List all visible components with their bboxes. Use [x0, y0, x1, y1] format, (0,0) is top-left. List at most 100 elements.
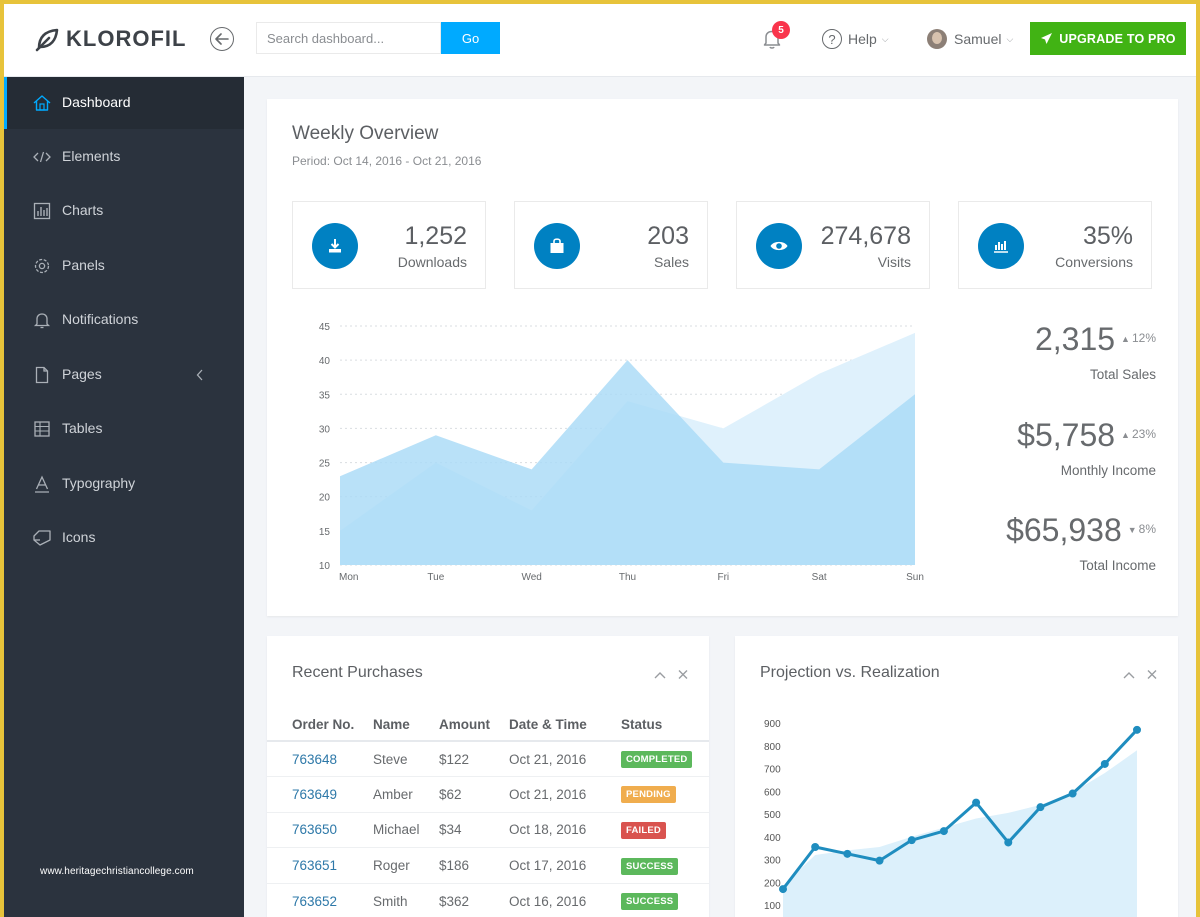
stat-change: ▲ 12% — [1121, 331, 1156, 345]
brand-logo[interactable]: KLOROFIL — [34, 24, 186, 54]
sidebar-item-dashboard[interactable]: Dashboard — [4, 77, 244, 129]
chevron-down-icon: ⌵ — [1006, 33, 1014, 44]
close-icon[interactable] — [1146, 667, 1158, 683]
order-link[interactable]: 763649 — [292, 786, 338, 802]
metric-sales: 203 Sales — [514, 201, 708, 289]
user-name: Samuel — [954, 31, 1002, 47]
search-go-button[interactable]: Go — [441, 22, 500, 54]
x-tick-label: Thu — [619, 572, 636, 583]
metric-visits: 274,678 Visits — [736, 201, 930, 289]
table-row: 763651 Roger $186 Oct 17, 2016 SUCCESS — [267, 847, 709, 884]
y-tick-label: 10 — [319, 561, 331, 572]
column-header: Amount — [439, 709, 509, 742]
order-date: Oct 17, 2016 — [509, 847, 621, 884]
data-point — [1068, 789, 1077, 798]
metric-value: 1,252 — [404, 222, 467, 250]
column-header: Status — [621, 709, 709, 742]
cog-icon — [34, 258, 50, 274]
stat-value: $65,938 — [1006, 512, 1122, 548]
x-tick-label: Sun — [906, 572, 924, 583]
metric-downloads: 1,252 Downloads — [292, 201, 486, 289]
metric-value: 35% — [1082, 222, 1133, 250]
caret-down-icon: ▼ — [1127, 525, 1137, 535]
table-row: 763650 Michael $34 Oct 18, 2016 FAILED — [267, 812, 709, 849]
data-point — [1036, 803, 1045, 812]
sidebar-item-label: Tables — [62, 420, 103, 436]
y-tick-label: 800 — [764, 742, 781, 753]
collapse-icon[interactable] — [1122, 667, 1136, 683]
y-tick-label: 200 — [764, 878, 781, 889]
help-menu[interactable]: ? Help ⌵ — [822, 27, 889, 51]
eye-icon — [756, 223, 802, 269]
collapse-icon[interactable] — [653, 667, 667, 683]
brand-name: KLOROFIL — [66, 26, 187, 51]
order-amount: $362 — [439, 883, 509, 917]
sidebar-item-label: Charts — [62, 202, 104, 218]
customer-name: Smith — [373, 883, 439, 917]
stat-total-sales: 2,315 ▲ 12% Total Sales — [1035, 321, 1156, 382]
data-point — [811, 842, 820, 851]
panel-title: Recent Purchases — [292, 664, 423, 681]
sidebar-item-pages[interactable]: Pages — [4, 349, 244, 401]
data-point — [779, 885, 787, 894]
upgrade-to-pro-button[interactable]: UPGRADE TO PRO — [1030, 22, 1186, 55]
sidebar-item-label: Pages — [62, 366, 102, 382]
order-link[interactable]: 763651 — [292, 858, 338, 874]
column-header: Name — [373, 709, 439, 742]
recent-purchases-panel: Recent Purchases Order No. Name Amount D… — [267, 636, 709, 917]
y-tick-label: 25 — [319, 459, 331, 470]
y-tick-label: 20 — [319, 493, 331, 504]
sidebar-item-typography[interactable]: Typography — [4, 458, 244, 510]
panel-title: Projection vs. Realization — [760, 664, 940, 681]
x-tick-label: Mon — [339, 572, 358, 583]
sidebar-item-label: Typography — [62, 475, 136, 491]
y-tick-label: 40 — [319, 356, 331, 367]
data-point — [907, 836, 916, 845]
sidebar-item-label: Elements — [62, 148, 121, 164]
area-series — [340, 360, 915, 565]
status-badge: SUCCESS — [621, 893, 679, 911]
chevron-left-icon — [196, 369, 203, 381]
y-tick-label: 300 — [764, 856, 781, 867]
question-circle-icon: ? — [822, 29, 842, 49]
customer-name: Amber — [373, 776, 439, 813]
y-tick-label: 900 — [764, 719, 781, 730]
user-menu[interactable]: Samuel ⌵ — [927, 27, 1013, 51]
sidebar-item-label: Icons — [62, 529, 96, 545]
icons-icon — [33, 530, 51, 546]
sidebar-item-panels[interactable]: Panels — [4, 240, 244, 292]
sidebar-item-label: Panels — [62, 257, 105, 273]
sidebar-item-tables[interactable]: Tables — [4, 403, 244, 455]
y-tick-label: 500 — [764, 810, 781, 821]
order-link[interactable]: 763648 — [292, 751, 338, 767]
close-icon[interactable] — [677, 667, 689, 683]
text-icon — [35, 475, 49, 493]
search-input[interactable] — [256, 22, 441, 54]
top-navbar: KLOROFIL Go 5 ? Help ⌵ Samuel ⌵ — [4, 4, 1196, 77]
sidebar-item-elements[interactable]: Elements — [4, 131, 244, 183]
x-tick-label: Sat — [812, 572, 827, 583]
table-header-row: Order No. Name Amount Date & Time Status — [267, 709, 709, 742]
sidebar-item-label: Notifications — [62, 311, 139, 327]
table-row: 763648 Steve $122 Oct 21, 2016 COMPLETED — [267, 741, 709, 778]
column-header: Order No. — [267, 709, 373, 742]
stat-monthly-income: $5,758 ▲ 23% Monthly Income — [1017, 417, 1156, 478]
data-point — [939, 827, 948, 836]
home-icon — [33, 95, 51, 111]
sidebar-item-icons[interactable]: Icons — [4, 512, 244, 564]
metric-label: Visits — [877, 254, 911, 270]
table-icon — [34, 421, 50, 437]
avatar — [927, 29, 947, 49]
metric-value: 203 — [647, 222, 689, 250]
metric-conversions: 35% Conversions — [958, 201, 1152, 289]
sidebar-item-notifications[interactable]: Notifications — [4, 294, 244, 346]
orders-table: Order No. Name Amount Date & Time Status… — [267, 709, 709, 917]
sidebar-item-charts[interactable]: Charts — [4, 185, 244, 237]
stat-change: ▲ 23% — [1121, 427, 1156, 441]
order-link[interactable]: 763650 — [292, 822, 338, 838]
chevron-down-icon: ⌵ — [881, 33, 889, 44]
order-link[interactable]: 763652 — [292, 893, 338, 909]
notification-count-badge: 5 — [772, 21, 790, 39]
rocket-icon — [1041, 33, 1053, 44]
sidebar-toggle-button[interactable] — [210, 27, 234, 51]
